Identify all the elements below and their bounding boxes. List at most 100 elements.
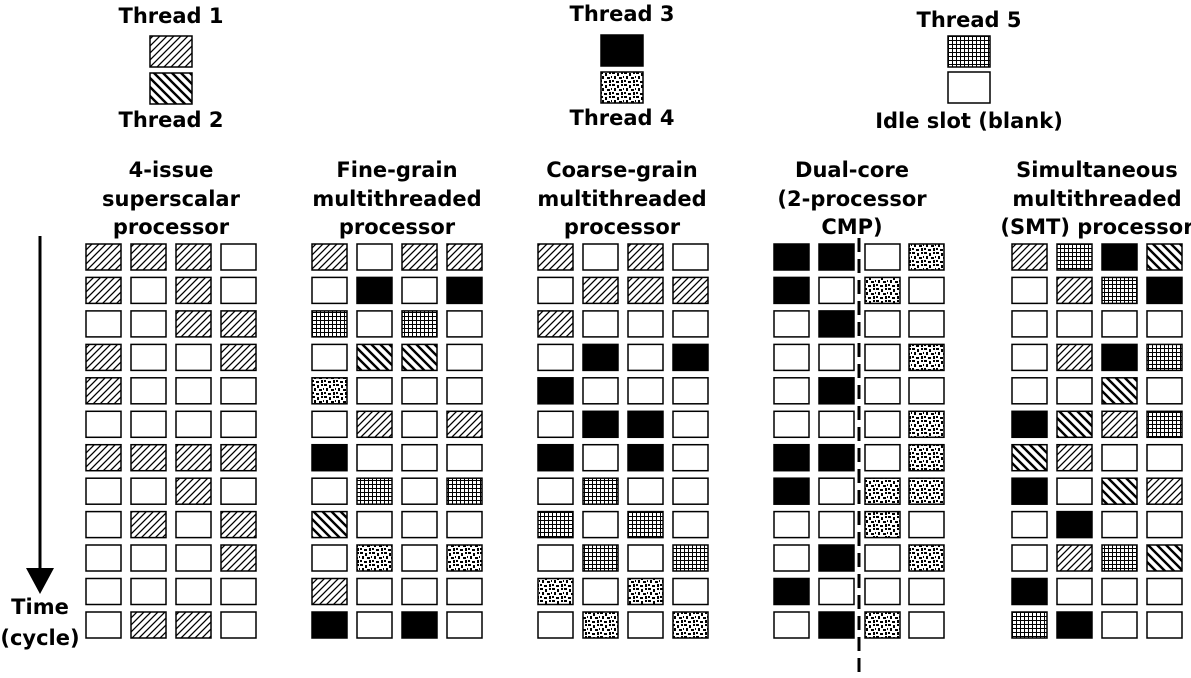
issue-slot-t3 xyxy=(818,611,855,639)
issue-slot-idle xyxy=(1146,577,1183,606)
issue-slot-t3 xyxy=(1146,276,1183,305)
issue-slot-t4 xyxy=(908,477,945,505)
issue-slot-t2 xyxy=(1101,377,1138,405)
issue-slot-idle xyxy=(356,611,393,639)
issue-slot-t5 xyxy=(582,477,619,505)
issue-slot-t1 xyxy=(311,577,348,606)
issue-slot-idle xyxy=(446,443,483,472)
issue-slot-t2 xyxy=(401,343,438,372)
panel-title-line-1: Dual-core xyxy=(795,158,909,182)
issue-slot-idle xyxy=(356,577,393,606)
issue-slot-t1 xyxy=(130,510,167,539)
issue-slot-idle xyxy=(356,243,393,271)
issue-slot-idle xyxy=(446,611,483,639)
issue-slot-t1 xyxy=(85,276,122,305)
issue-slot-t3 xyxy=(818,443,855,472)
issue-slot-idle xyxy=(864,577,901,606)
issue-slot-t3 xyxy=(356,276,393,305)
issue-slot-idle xyxy=(401,377,438,405)
issue-slot-idle xyxy=(311,477,348,505)
issue-slot-t3 xyxy=(773,243,810,271)
issue-slot-t4 xyxy=(582,611,619,639)
issue-slot-t1 xyxy=(672,276,709,305)
panel-title-line-3: processor xyxy=(564,215,681,239)
issue-slot-t1 xyxy=(1146,477,1183,505)
issue-slot-idle xyxy=(356,443,393,472)
issue-slot-idle xyxy=(85,477,122,505)
issue-slot-idle xyxy=(1146,377,1183,405)
time-arrow-head xyxy=(26,568,54,594)
issue-slot-idle xyxy=(311,343,348,372)
issue-slot-idle xyxy=(85,310,122,338)
issue-slot-idle xyxy=(582,310,619,338)
issue-slot-t1 xyxy=(85,377,122,405)
issue-slot-idle xyxy=(818,410,855,439)
issue-slot-t4 xyxy=(908,243,945,271)
legend-item-t5: Thread 5 xyxy=(917,8,1022,68)
issue-slot-idle xyxy=(1101,611,1138,639)
issue-slot-t3 xyxy=(582,343,619,372)
issue-slot-t1 xyxy=(627,276,664,305)
issue-slot-t3 xyxy=(401,611,438,639)
issue-slot-idle xyxy=(1056,577,1093,606)
issue-slot-idle xyxy=(627,310,664,338)
issue-slot-idle xyxy=(1011,377,1048,405)
issue-slot-t5 xyxy=(311,310,348,338)
issue-slot-idle xyxy=(582,443,619,472)
issue-slot-idle xyxy=(537,611,574,639)
legend-item-idle: Idle slot (blank) xyxy=(875,71,1063,133)
issue-slot-idle xyxy=(175,577,212,606)
issue-slot-t2 xyxy=(1146,243,1183,271)
panel-3: Coarse-grain multithreaded processor xyxy=(537,158,709,639)
issue-slot-idle xyxy=(1101,577,1138,606)
panel-title-line-1: Simultaneous xyxy=(1016,158,1178,182)
issue-slot-t1 xyxy=(130,243,167,271)
issue-slot-idle xyxy=(1011,343,1048,372)
issue-slot-idle xyxy=(1101,443,1138,472)
issue-slot-t1 xyxy=(220,510,257,539)
issue-slot-idle xyxy=(908,377,945,405)
issue-slot-idle xyxy=(401,510,438,539)
issue-slot-idle xyxy=(537,544,574,572)
issue-slot-idle xyxy=(1056,477,1093,505)
issue-slot-t4 xyxy=(908,443,945,472)
issue-slot-idle xyxy=(175,510,212,539)
issue-slot-idle xyxy=(672,410,709,439)
panel-title-line-1: Coarse-grain xyxy=(546,158,698,182)
issue-slot-idle xyxy=(175,544,212,572)
issue-slot-t3 xyxy=(446,276,483,305)
issue-slot-idle xyxy=(311,276,348,305)
issue-slot-idle xyxy=(672,243,709,271)
issue-slot-t5 xyxy=(672,544,709,572)
issue-slot-t3 xyxy=(773,276,810,305)
issue-slot-idle xyxy=(1011,510,1048,539)
issue-slot-idle xyxy=(85,510,122,539)
issue-slot-idle xyxy=(773,510,810,539)
issue-slot-t1 xyxy=(582,276,619,305)
issue-slot-t1 xyxy=(175,477,212,505)
panel-1: 4-issue superscalar processor xyxy=(85,158,257,639)
issue-slot-t3 xyxy=(311,611,348,639)
issue-slot-t1 xyxy=(175,443,212,472)
issue-slot-idle xyxy=(864,410,901,439)
issue-slot-t1 xyxy=(627,243,664,271)
time-axis-label: Time xyxy=(11,595,69,619)
issue-slot-idle xyxy=(220,276,257,305)
issue-slot-idle xyxy=(582,510,619,539)
issue-slot-idle xyxy=(627,611,664,639)
legend-label-t1: Thread 1 xyxy=(119,4,224,28)
issue-slot-t5 xyxy=(446,477,483,505)
issue-slot-t3 xyxy=(537,443,574,472)
issue-slot-idle xyxy=(220,410,257,439)
panel-title-line-1: 4-issue xyxy=(129,158,214,182)
issue-slot-idle xyxy=(1146,310,1183,338)
issue-slot-t1 xyxy=(537,310,574,338)
panel-2: Fine-grain multithreaded processor xyxy=(311,158,483,639)
issue-slot-idle xyxy=(85,544,122,572)
panel-title-line-2: multithreaded xyxy=(1012,187,1181,211)
issue-slot-idle xyxy=(818,577,855,606)
issue-slot-t4 xyxy=(311,377,348,405)
issue-slot-t3 xyxy=(311,443,348,472)
legend-swatch-t2 xyxy=(149,72,193,105)
issue-slot-t1 xyxy=(220,544,257,572)
